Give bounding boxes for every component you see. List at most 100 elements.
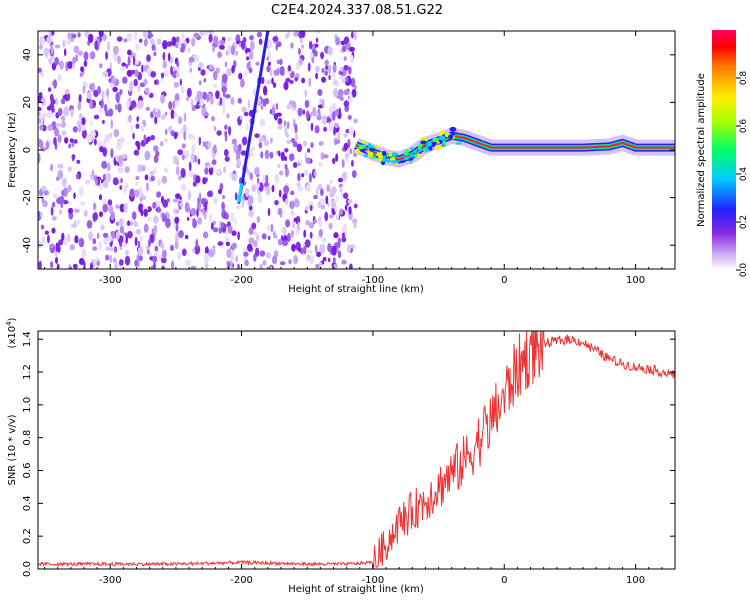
noise-speckle: [49, 102, 55, 111]
noise-speckle: [105, 172, 112, 182]
noise-speckle: [280, 151, 285, 162]
noise-speckle: [332, 111, 336, 121]
noise-speckle: [217, 188, 223, 195]
noise-speckle: [347, 199, 353, 204]
noise-speckle: [124, 166, 130, 174]
noise-speckle: [348, 66, 352, 75]
noise-speckle: [283, 120, 287, 127]
ridge-blob: [388, 153, 393, 157]
noise-speckle: [315, 263, 320, 269]
noise-speckle: [110, 211, 115, 221]
noise-speckle: [145, 106, 150, 111]
noise-speckle: [110, 119, 114, 129]
noise-speckle: [250, 146, 256, 151]
noise-speckle: [75, 219, 80, 225]
noise-speckle: [319, 220, 322, 228]
noise-speckle: [188, 56, 195, 63]
noise-speckle: [320, 197, 325, 206]
noise-speckle: [161, 249, 167, 259]
spectrogram-x-label: Height of straight line (km): [288, 284, 424, 295]
noise-speckle: [286, 121, 290, 129]
noise-speckle: [88, 231, 93, 241]
noise-speckle: [134, 259, 138, 267]
noise-speckle: [195, 54, 200, 63]
noise-speckle: [127, 56, 131, 66]
noise-speckle: [203, 253, 210, 263]
noise-speckle: [109, 132, 113, 138]
noise-speckle: [104, 133, 110, 144]
noise-speckle: [345, 76, 349, 83]
noise-speckle: [234, 217, 237, 226]
noise-speckle: [259, 118, 266, 127]
noise-speckle: [219, 182, 224, 191]
noise-speckle: [191, 135, 196, 140]
ridge-core: [355, 134, 675, 161]
noise-speckle: [315, 37, 319, 43]
noise-speckle: [192, 181, 197, 187]
noise-speckle: [305, 205, 309, 211]
ridge-blob: [407, 158, 413, 162]
noise-speckle: [323, 154, 329, 159]
noise-speckle: [208, 166, 214, 176]
x-tick-label: 100: [626, 275, 645, 286]
noise-speckle: [206, 94, 210, 103]
noise-speckle: [53, 136, 57, 146]
noise-speckle: [39, 124, 44, 131]
noise-speckle: [176, 36, 180, 43]
noise-speckle: [137, 103, 140, 108]
noise-speckle: [345, 156, 350, 162]
noise-speckle: [105, 246, 111, 251]
noise-speckle: [314, 244, 318, 253]
noise-speckle: [215, 169, 221, 175]
noise-speckle: [222, 105, 226, 115]
noise-speckle: [170, 65, 173, 76]
noise-speckle: [111, 78, 116, 84]
noise-speckle: [74, 235, 79, 244]
noise-speckle: [246, 122, 249, 131]
noise-speckle: [151, 44, 156, 51]
noise-speckle: [339, 96, 344, 102]
noise-speckle: [173, 198, 179, 203]
noise-speckle: [134, 69, 139, 78]
noise-speckle: [115, 221, 120, 226]
noise-speckle: [99, 63, 103, 69]
noise-speckle: [119, 265, 123, 269]
noise-speckle: [107, 96, 110, 104]
noise-speckle: [228, 126, 232, 136]
noise-speckle: [260, 105, 264, 110]
y-tick-label: 0.2: [22, 528, 33, 544]
noise-speckle: [248, 237, 255, 244]
noise-speckle: [269, 265, 273, 269]
noise-speckle: [136, 116, 139, 122]
noise-speckle: [207, 31, 214, 34]
noise-speckle: [97, 37, 101, 47]
noise-speckle: [292, 162, 298, 168]
noise-speckle: [249, 172, 254, 181]
noise-speckle: [319, 243, 326, 254]
noise-speckle: [226, 113, 230, 119]
noise-speckle: [288, 153, 295, 162]
noise-speckle: [311, 256, 314, 262]
noise-speckle: [295, 228, 300, 237]
noise-speckle: [125, 182, 129, 190]
noise-speckle: [269, 68, 273, 77]
noise-speckle: [297, 172, 301, 182]
noise-speckle: [155, 107, 158, 113]
y-tick-label: 1.4: [22, 331, 33, 347]
noise-speckle: [256, 233, 259, 243]
noise-speckle: [262, 99, 267, 107]
noise-speckle: [141, 64, 144, 73]
noise-speckle: [154, 79, 157, 85]
noise-speckle: [166, 198, 170, 203]
noise-speckle: [72, 154, 75, 162]
noise-speckle: [313, 195, 318, 200]
noise-speckle: [132, 132, 135, 140]
noise-speckle: [305, 157, 311, 164]
noise-speckle: [57, 169, 64, 180]
noise-speckle: [75, 173, 80, 180]
noise-speckle: [243, 111, 249, 117]
noise-speckle: [337, 89, 344, 98]
noise-speckle: [67, 207, 74, 214]
noise-speckle: [43, 47, 49, 57]
